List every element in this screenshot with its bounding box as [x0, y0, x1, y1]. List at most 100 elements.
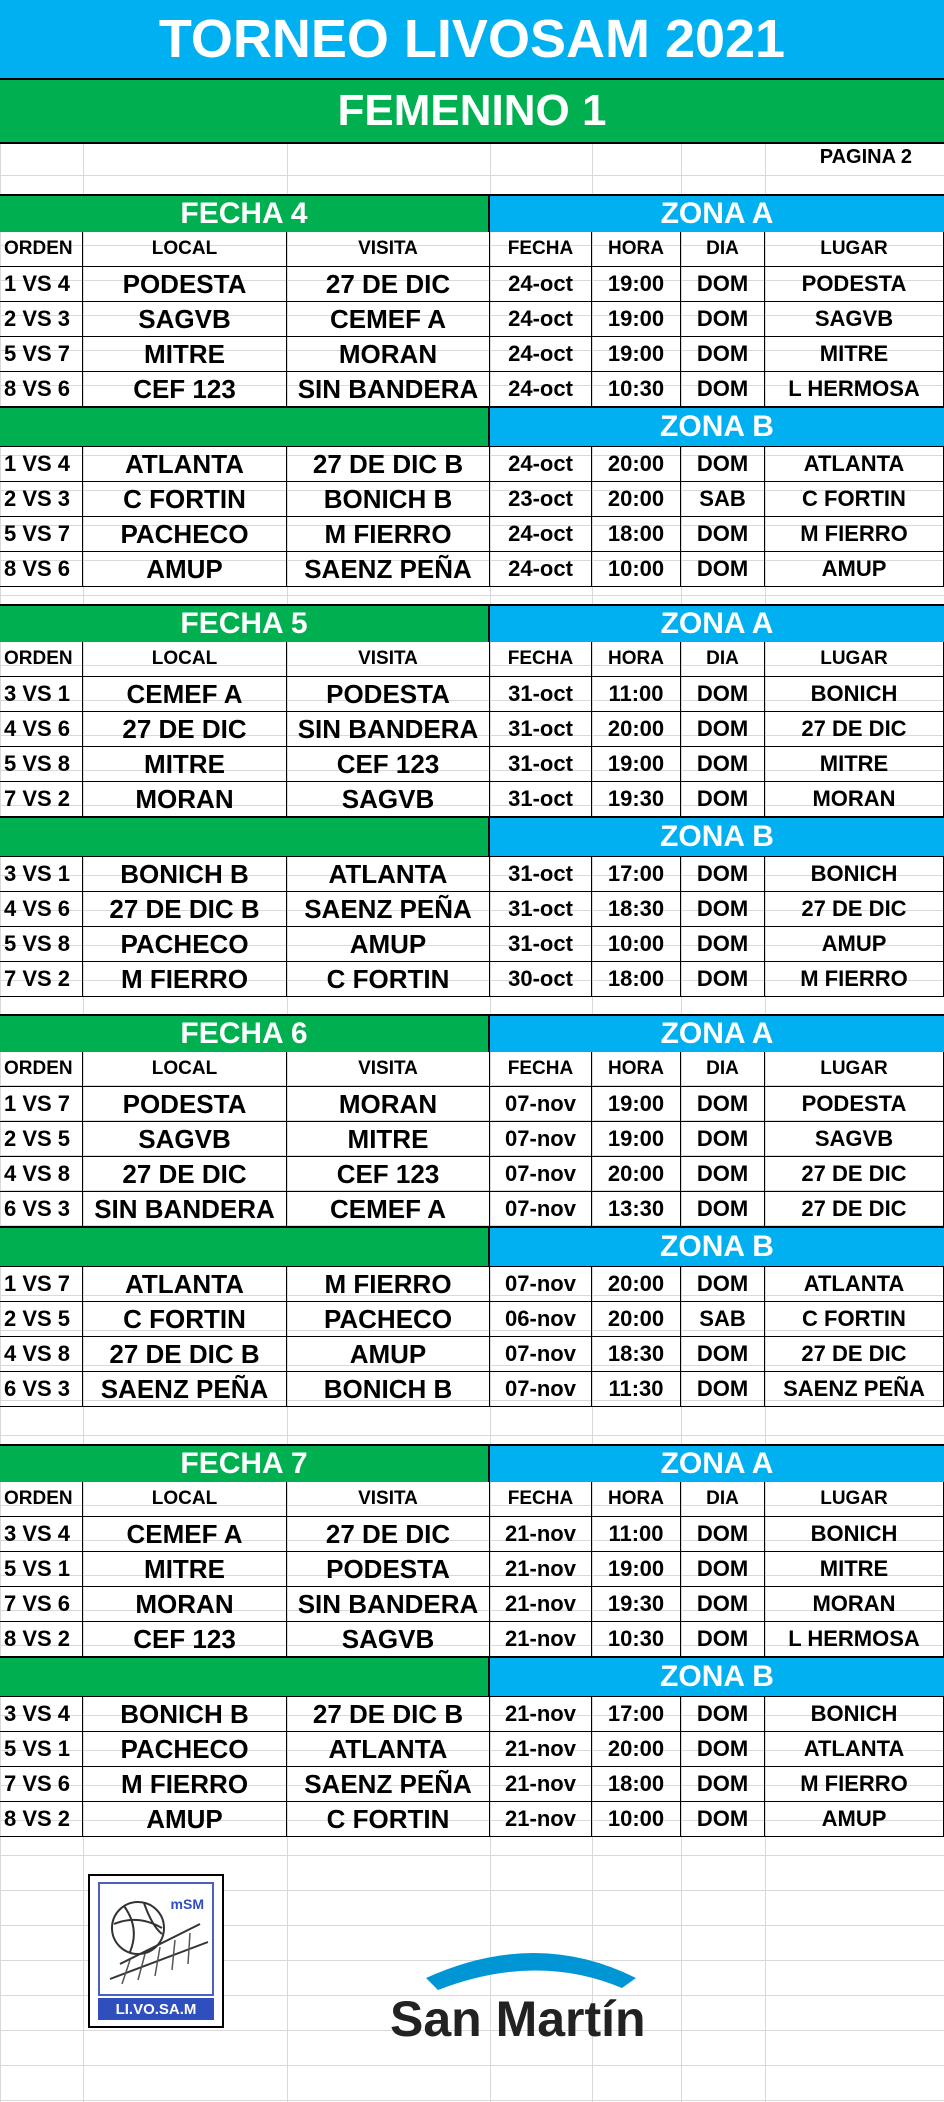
match-orden: 2 VS 5 [0, 1302, 83, 1336]
match-orden: 6 VS 3 [0, 1372, 83, 1406]
match-hora: 19:00 [592, 1087, 681, 1121]
match-row: 6 VS 3 SIN BANDERA CEMEF A 07-nov 13:30 DOM 27… [0, 1192, 944, 1227]
match-lugar: MORAN [765, 1587, 944, 1621]
round-block: FECHA 5 ZONA A ORDEN LOCAL VISITA FECHA HORA DI… [0, 604, 944, 997]
match-hora: 11:30 [592, 1372, 681, 1406]
match-fecha: 31-oct [490, 782, 592, 816]
match-dia: DOM [681, 302, 765, 336]
match-dia: DOM [681, 1122, 765, 1156]
column-header-lugar: LUGAR [765, 642, 944, 676]
match-dia: DOM [681, 857, 765, 891]
match-dia: DOM [681, 1802, 765, 1836]
match-visita: M FIERRO [287, 517, 490, 551]
match-orden: 8 VS 6 [0, 552, 83, 586]
match-dia: DOM [681, 677, 765, 711]
column-header-local: LOCAL [83, 1482, 287, 1516]
match-row: 5 VS 1 MITRE PODESTA 21-nov 19:00 DOM MITRE [0, 1552, 944, 1587]
match-dia: DOM [681, 927, 765, 961]
match-local: AMUP [83, 552, 287, 586]
match-orden: 7 VS 2 [0, 782, 83, 816]
round-header: FECHA 5 ZONA A [0, 604, 944, 642]
match-hora: 10:00 [592, 1802, 681, 1836]
match-visita: AMUP [287, 1337, 490, 1371]
match-visita: BONICH B [287, 1372, 490, 1406]
match-row: 3 VS 4 BONICH B 27 DE DIC B 21-nov 17:00 DOM B… [0, 1697, 944, 1732]
column-header-dia: DIA [681, 1482, 765, 1516]
match-dia: DOM [681, 267, 765, 301]
match-visita: MORAN [287, 1087, 490, 1121]
match-fecha: 24-oct [490, 517, 592, 551]
column-header-hora: HORA [592, 232, 681, 266]
match-local: PACHECO [83, 1732, 287, 1766]
match-visita: MORAN [287, 337, 490, 371]
match-local: PODESTA [83, 1087, 287, 1121]
match-row: 1 VS 4 ATLANTA 27 DE DIC B 24-oct 20:00 DOM AT… [0, 447, 944, 482]
match-orden: 3 VS 4 [0, 1517, 83, 1551]
column-header-dia: DIA [681, 1052, 765, 1086]
column-header-fecha: FECHA [490, 1482, 592, 1516]
match-fecha: 24-oct [490, 337, 592, 371]
match-visita: M FIERRO [287, 1267, 490, 1301]
match-hora: 18:00 [592, 1767, 681, 1801]
match-lugar: SAGVB [765, 1122, 944, 1156]
match-row: 5 VS 7 MITRE MORAN 24-oct 19:00 DOM MITRE [0, 337, 944, 372]
match-row: 1 VS 7 ATLANTA M FIERRO 07-nov 20:00 DOM ATLAN… [0, 1267, 944, 1302]
zona-b-label: ZONA B [490, 1658, 944, 1696]
match-orden: 2 VS 5 [0, 1122, 83, 1156]
match-visita: SIN BANDERA [287, 712, 490, 746]
match-dia: DOM [681, 1697, 765, 1731]
match-visita: C FORTIN [287, 1802, 490, 1836]
match-hora: 11:00 [592, 1517, 681, 1551]
match-row: 2 VS 5 SAGVB MITRE 07-nov 19:00 DOM SAGVB [0, 1122, 944, 1157]
match-visita: CEMEF A [287, 302, 490, 336]
column-header-row: ORDEN LOCAL VISITA FECHA HORA DIA LUGAR [0, 1052, 944, 1087]
match-hora: 19:00 [592, 337, 681, 371]
match-lugar: C FORTIN [765, 1302, 944, 1336]
match-visita: SAGVB [287, 782, 490, 816]
match-local: CEF 123 [83, 372, 287, 406]
match-lugar: BONICH [765, 1517, 944, 1551]
match-fecha: 21-nov [490, 1767, 592, 1801]
match-hora: 19:00 [592, 302, 681, 336]
match-visita: SAENZ PEÑA [287, 892, 490, 926]
match-row: 1 VS 7 PODESTA MORAN 07-nov 19:00 DOM PODESTA [0, 1087, 944, 1122]
zona-a-label: ZONA A [490, 1016, 944, 1052]
round-label: FECHA 7 [0, 1446, 490, 1482]
match-dia: DOM [681, 1267, 765, 1301]
match-orden: 7 VS 6 [0, 1767, 83, 1801]
match-visita: 27 DE DIC [287, 1517, 490, 1551]
zona-b-green-fill [0, 1228, 490, 1266]
match-lugar: ATLANTA [765, 1732, 944, 1766]
match-dia: SAB [681, 1302, 765, 1336]
match-visita: CEF 123 [287, 747, 490, 781]
match-hora: 17:00 [592, 857, 681, 891]
match-hora: 17:00 [592, 1697, 681, 1731]
match-orden: 4 VS 8 [0, 1337, 83, 1371]
match-dia: DOM [681, 1622, 765, 1656]
match-visita: AMUP [287, 927, 490, 961]
match-row: 4 VS 8 27 DE DIC CEF 123 07-nov 20:00 DOM 27 D… [0, 1157, 944, 1192]
match-row: 4 VS 6 27 DE DIC SIN BANDERA 31-oct 20:00 DOM… [0, 712, 944, 747]
match-lugar: M FIERRO [765, 962, 944, 996]
column-header-fecha: FECHA [490, 1052, 592, 1086]
match-dia: DOM [681, 337, 765, 371]
match-orden: 5 VS 7 [0, 517, 83, 551]
match-lugar: L HERMOSA [765, 1622, 944, 1656]
match-fecha: 31-oct [490, 927, 592, 961]
column-header-row: ORDEN LOCAL VISITA FECHA HORA DIA LUGAR [0, 642, 944, 677]
match-fecha: 07-nov [490, 1122, 592, 1156]
match-dia: DOM [681, 1552, 765, 1586]
zona-b-green-fill [0, 818, 490, 856]
match-lugar: ATLANTA [765, 1267, 944, 1301]
round-block: FECHA 7 ZONA A ORDEN LOCAL VISITA FECHA HORA DI… [0, 1444, 944, 1837]
match-fecha: 21-nov [490, 1622, 592, 1656]
match-lugar: M FIERRO [765, 1767, 944, 1801]
match-visita: 27 DE DIC B [287, 1697, 490, 1731]
match-local: C FORTIN [83, 1302, 287, 1336]
match-lugar: AMUP [765, 927, 944, 961]
san-martin-arc-icon [426, 1953, 636, 1990]
match-orden: 5 VS 8 [0, 747, 83, 781]
match-fecha: 07-nov [490, 1337, 592, 1371]
match-lugar: AMUP [765, 1802, 944, 1836]
zona-a-label: ZONA A [490, 1446, 944, 1482]
